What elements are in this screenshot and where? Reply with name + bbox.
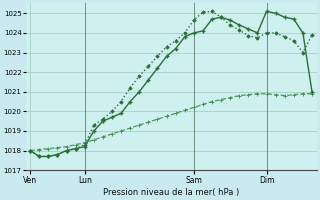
X-axis label: Pression niveau de la mer( hPa ): Pression niveau de la mer( hPa ) (103, 188, 239, 197)
